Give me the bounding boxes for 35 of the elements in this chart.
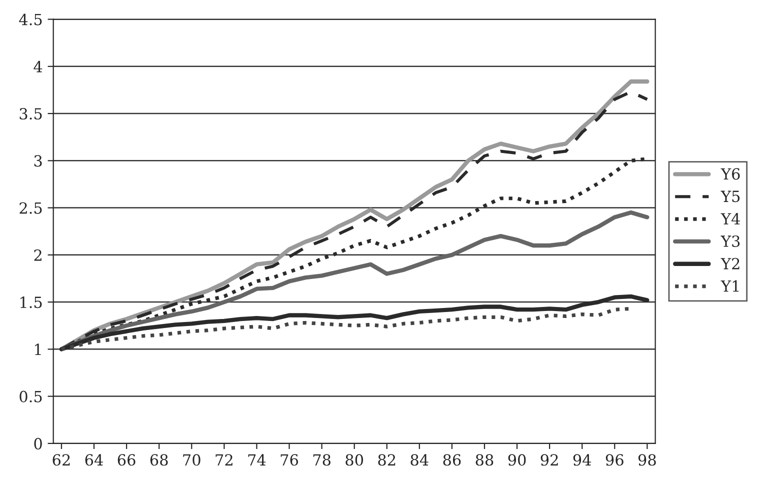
x-tick-label: 76 xyxy=(280,454,298,466)
y-tick-label: 2 xyxy=(34,249,42,261)
x-tick-label: 98 xyxy=(638,454,656,466)
x-tick-label: 64 xyxy=(85,454,103,466)
y-tick-label: 4.5 xyxy=(19,14,42,26)
x-tick-label: 70 xyxy=(183,454,200,466)
x-tick-label: 96 xyxy=(606,454,624,466)
y-tick-label: 2.5 xyxy=(20,202,42,214)
x-tick-label: 82 xyxy=(378,454,396,466)
x-tick-label: 84 xyxy=(410,454,428,466)
x-tick-label: 74 xyxy=(248,454,266,466)
y-tick-label: 4 xyxy=(34,60,42,72)
x-tick-label: 78 xyxy=(313,454,330,466)
legend-label: Y6 xyxy=(720,168,740,180)
x-tick-label: 80 xyxy=(346,454,364,466)
legend-label: Y2 xyxy=(720,258,740,270)
legend-label: Y3 xyxy=(720,235,740,248)
x-tick-label: 90 xyxy=(508,454,526,466)
y-tick-label: 1 xyxy=(35,344,41,355)
legend-label: Y5 xyxy=(720,190,740,202)
x-tick-label: 92 xyxy=(540,454,558,466)
x-tick-label: 86 xyxy=(443,454,461,466)
y-tick-label: 1.5 xyxy=(20,296,42,308)
y-tick-label: 3.5 xyxy=(20,108,42,120)
x-tick-label: 94 xyxy=(573,454,592,466)
x-tick-label: 88 xyxy=(476,454,494,466)
x-tick-label: 68 xyxy=(150,454,168,466)
y-tick-label: 0.5 xyxy=(20,390,42,402)
x-tick-label: 72 xyxy=(216,454,232,466)
y-tick-label: 3 xyxy=(34,155,42,167)
y-tick-label: 0 xyxy=(34,438,42,450)
x-tick-label: 62 xyxy=(52,454,70,466)
legend-label: Y4 xyxy=(720,213,740,224)
x-tick-label: 66 xyxy=(118,454,136,466)
legend-label: Y1 xyxy=(720,280,739,292)
